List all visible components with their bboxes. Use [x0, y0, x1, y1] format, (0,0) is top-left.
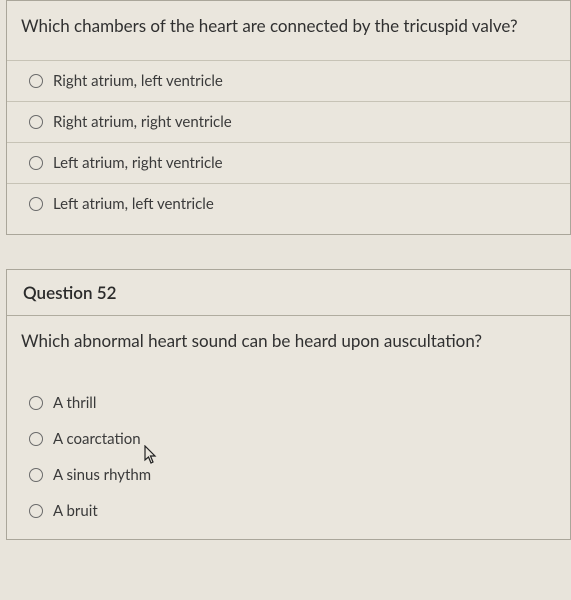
option-list: A thrill A coarctation A sinus rhythm A …: [7, 385, 570, 539]
question-block-2: Question 52 Which abnormal heart sound c…: [6, 269, 571, 540]
question-block-1: Which chambers of the heart are connecte…: [6, 0, 571, 235]
option-row[interactable]: A sinus rhythm: [7, 457, 570, 493]
radio-icon: [29, 74, 43, 88]
option-row[interactable]: Right atrium, right ventricle: [7, 101, 570, 142]
option-label: Right atrium, left ventricle: [53, 72, 223, 90]
option-label: Left atrium, left ventricle: [53, 195, 214, 213]
option-label: A thrill: [53, 394, 96, 412]
radio-icon: [29, 156, 43, 170]
option-label: Left atrium, right ventricle: [53, 154, 223, 172]
radio-icon: [29, 468, 43, 482]
question-header: Question 52: [7, 270, 570, 316]
question-prompt: Which chambers of the heart are connecte…: [7, 1, 570, 60]
question-prompt: Which abnormal heart sound can be heard …: [7, 316, 570, 385]
option-label: A sinus rhythm: [53, 466, 151, 484]
option-label: A bruit: [53, 502, 98, 520]
option-list: Right atrium, left ventricle Right atriu…: [7, 60, 570, 234]
radio-icon: [29, 432, 43, 446]
option-row[interactable]: Left atrium, right ventricle: [7, 142, 570, 183]
radio-icon: [29, 504, 43, 518]
option-row[interactable]: Left atrium, left ventricle: [7, 183, 570, 224]
option-row[interactable]: A thrill: [7, 385, 570, 421]
option-row[interactable]: A coarctation: [7, 421, 570, 457]
block-gap: [0, 235, 571, 269]
option-label: Right atrium, right ventricle: [53, 113, 232, 131]
option-row[interactable]: A bruit: [7, 493, 570, 529]
radio-icon: [29, 396, 43, 410]
radio-icon: [29, 197, 43, 211]
option-row[interactable]: Right atrium, left ventricle: [7, 60, 570, 101]
radio-icon: [29, 115, 43, 129]
option-label: A coarctation: [53, 430, 141, 448]
